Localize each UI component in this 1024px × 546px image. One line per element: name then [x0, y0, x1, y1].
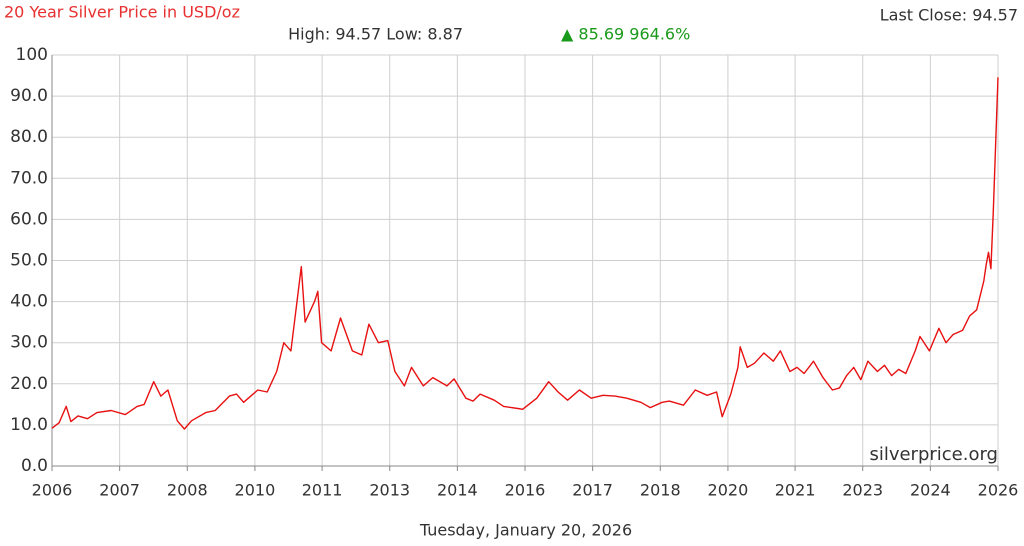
last-close: Last Close: 94.57	[880, 6, 1018, 25]
x-tick-label: 2024	[910, 481, 951, 500]
y-tick-label: 100	[16, 45, 48, 65]
y-tick-label: 40.0	[10, 292, 48, 312]
y-tick-label: 70.0	[10, 168, 48, 188]
y-tick-label: 60.0	[10, 209, 48, 229]
x-tick-label: 2013	[369, 481, 410, 500]
stats: High: 94.57 Low: 8.87	[288, 25, 463, 44]
x-tick-label: 2007	[99, 481, 140, 500]
y-tick-label: 30.0	[10, 333, 48, 353]
x-tick-label: 2023	[842, 481, 883, 500]
x-tick-label: 2018	[640, 481, 681, 500]
chart-title: 20 Year Silver Price in USD/oz	[4, 3, 240, 22]
y-tick-label: 0.0	[21, 456, 48, 476]
x-tick-label: 2014	[437, 481, 478, 500]
x-tick-label: 2008	[167, 481, 208, 500]
y-tick-label: 90.0	[10, 86, 48, 106]
x-tick-label: 2006	[32, 481, 73, 500]
watermark: silverprice.org	[869, 444, 998, 465]
x-tick-label: 2010	[235, 481, 276, 500]
footer-date: Tuesday, January 20, 2026	[419, 521, 632, 540]
x-tick-label: 2026	[978, 481, 1019, 500]
x-tick-label: 2017	[572, 481, 613, 500]
y-tick-label: 80.0	[10, 127, 48, 147]
x-tick-label: 2016	[505, 481, 546, 500]
y-tick-label: 50.0	[10, 251, 48, 271]
price-line	[51, 77, 999, 430]
y-tick-label: 10.0	[10, 415, 48, 435]
change: ▲ 85.69 964.6%	[561, 25, 690, 44]
x-tick-label: 2020	[708, 481, 749, 500]
x-tick-label: 2011	[302, 481, 343, 500]
y-tick-label: 20.0	[10, 374, 48, 394]
x-tick-label: 2021	[775, 481, 816, 500]
